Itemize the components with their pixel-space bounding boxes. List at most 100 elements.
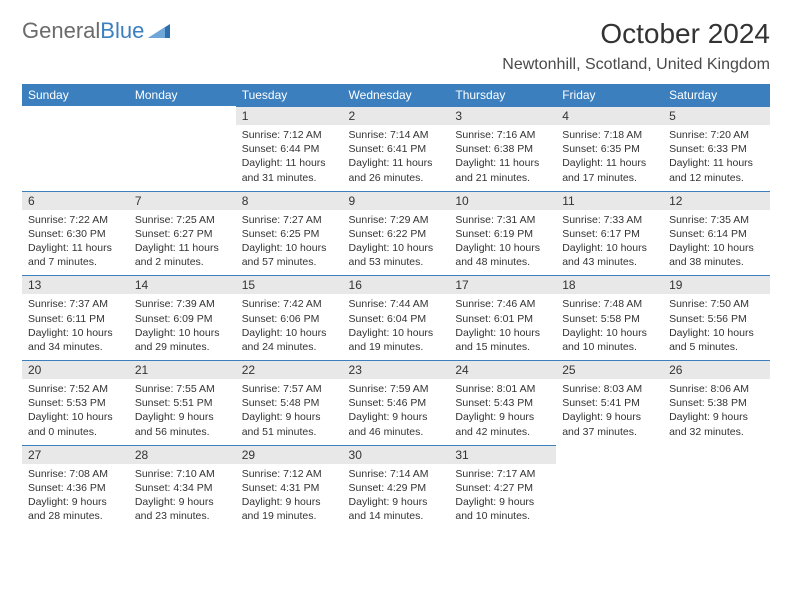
day-number: 16 [343, 275, 450, 294]
day-number: 4 [556, 106, 663, 125]
day-info: Sunrise: 7:17 AMSunset: 4:27 PMDaylight:… [449, 464, 556, 530]
day-info: Sunrise: 7:39 AMSunset: 6:09 PMDaylight:… [129, 294, 236, 360]
daylight-text: Daylight: 9 hours and 46 minutes. [349, 410, 444, 438]
day-info: Sunrise: 7:16 AMSunset: 6:38 PMDaylight:… [449, 125, 556, 191]
sunset-text: Sunset: 5:38 PM [669, 396, 764, 410]
daylight-text: Daylight: 10 hours and 48 minutes. [455, 241, 550, 269]
day-cell: 23Sunrise: 7:59 AMSunset: 5:46 PMDayligh… [343, 360, 450, 445]
daylight-text: Daylight: 11 hours and 12 minutes. [669, 156, 764, 184]
sunset-text: Sunset: 5:56 PM [669, 312, 764, 326]
day-cell: 21Sunrise: 7:55 AMSunset: 5:51 PMDayligh… [129, 360, 236, 445]
sunrise-text: Sunrise: 7:48 AM [562, 297, 657, 311]
daylight-text: Daylight: 10 hours and 29 minutes. [135, 326, 230, 354]
daylight-text: Daylight: 9 hours and 19 minutes. [242, 495, 337, 523]
day-info: Sunrise: 7:31 AMSunset: 6:19 PMDaylight:… [449, 210, 556, 276]
sunset-text: Sunset: 6:19 PM [455, 227, 550, 241]
sunrise-text: Sunrise: 7:55 AM [135, 382, 230, 396]
sunrise-text: Sunrise: 7:31 AM [455, 213, 550, 227]
sunrise-text: Sunrise: 7:44 AM [349, 297, 444, 311]
calendar-body: 1Sunrise: 7:12 AMSunset: 6:44 PMDaylight… [22, 106, 770, 529]
calendar-row: 1Sunrise: 7:12 AMSunset: 6:44 PMDaylight… [22, 106, 770, 191]
day-info: Sunrise: 7:10 AMSunset: 4:34 PMDaylight:… [129, 464, 236, 530]
day-cell: 30Sunrise: 7:14 AMSunset: 4:29 PMDayligh… [343, 445, 450, 530]
sunrise-text: Sunrise: 7:10 AM [135, 467, 230, 481]
sunrise-text: Sunrise: 7:59 AM [349, 382, 444, 396]
day-cell: 31Sunrise: 7:17 AMSunset: 4:27 PMDayligh… [449, 445, 556, 530]
day-cell: 3Sunrise: 7:16 AMSunset: 6:38 PMDaylight… [449, 106, 556, 191]
empty-cell [22, 106, 129, 191]
day-info: Sunrise: 7:50 AMSunset: 5:56 PMDaylight:… [663, 294, 770, 360]
day-cell: 17Sunrise: 7:46 AMSunset: 6:01 PMDayligh… [449, 275, 556, 360]
sunrise-text: Sunrise: 8:06 AM [669, 382, 764, 396]
sunset-text: Sunset: 4:36 PM [28, 481, 123, 495]
daylight-text: Daylight: 11 hours and 2 minutes. [135, 241, 230, 269]
day-number: 27 [22, 445, 129, 464]
daylight-text: Daylight: 10 hours and 10 minutes. [562, 326, 657, 354]
day-cell: 18Sunrise: 7:48 AMSunset: 5:58 PMDayligh… [556, 275, 663, 360]
sunset-text: Sunset: 4:29 PM [349, 481, 444, 495]
sunrise-text: Sunrise: 7:14 AM [349, 128, 444, 142]
day-info: Sunrise: 7:57 AMSunset: 5:48 PMDaylight:… [236, 379, 343, 445]
sunrise-text: Sunrise: 7:27 AM [242, 213, 337, 227]
day-cell: 14Sunrise: 7:39 AMSunset: 6:09 PMDayligh… [129, 275, 236, 360]
day-cell: 10Sunrise: 7:31 AMSunset: 6:19 PMDayligh… [449, 191, 556, 276]
daylight-text: Daylight: 11 hours and 21 minutes. [455, 156, 550, 184]
day-info: Sunrise: 7:59 AMSunset: 5:46 PMDaylight:… [343, 379, 450, 445]
day-cell: 11Sunrise: 7:33 AMSunset: 6:17 PMDayligh… [556, 191, 663, 276]
sunset-text: Sunset: 5:58 PM [562, 312, 657, 326]
day-info: Sunrise: 8:01 AMSunset: 5:43 PMDaylight:… [449, 379, 556, 445]
daylight-text: Daylight: 11 hours and 17 minutes. [562, 156, 657, 184]
day-info: Sunrise: 7:08 AMSunset: 4:36 PMDaylight:… [22, 464, 129, 530]
day-number: 11 [556, 191, 663, 210]
day-number: 30 [343, 445, 450, 464]
calendar-row: 6Sunrise: 7:22 AMSunset: 6:30 PMDaylight… [22, 191, 770, 276]
day-info: Sunrise: 8:06 AMSunset: 5:38 PMDaylight:… [663, 379, 770, 445]
day-cell: 19Sunrise: 7:50 AMSunset: 5:56 PMDayligh… [663, 275, 770, 360]
day-info: Sunrise: 8:03 AMSunset: 5:41 PMDaylight:… [556, 379, 663, 445]
sunrise-text: Sunrise: 7:42 AM [242, 297, 337, 311]
day-number: 12 [663, 191, 770, 210]
logo-word1: General [22, 18, 100, 44]
day-header-row: Sunday Monday Tuesday Wednesday Thursday… [22, 84, 770, 106]
sunset-text: Sunset: 6:41 PM [349, 142, 444, 156]
day-info: Sunrise: 7:20 AMSunset: 6:33 PMDaylight:… [663, 125, 770, 191]
daylight-text: Daylight: 9 hours and 28 minutes. [28, 495, 123, 523]
day-cell: 13Sunrise: 7:37 AMSunset: 6:11 PMDayligh… [22, 275, 129, 360]
day-number: 18 [556, 275, 663, 294]
daylight-text: Daylight: 10 hours and 24 minutes. [242, 326, 337, 354]
day-header: Tuesday [236, 84, 343, 106]
day-number: 6 [22, 191, 129, 210]
sunrise-text: Sunrise: 7:35 AM [669, 213, 764, 227]
day-cell: 25Sunrise: 8:03 AMSunset: 5:41 PMDayligh… [556, 360, 663, 445]
daylight-text: Daylight: 9 hours and 37 minutes. [562, 410, 657, 438]
day-cell: 2Sunrise: 7:14 AMSunset: 6:41 PMDaylight… [343, 106, 450, 191]
sunset-text: Sunset: 4:27 PM [455, 481, 550, 495]
sunrise-text: Sunrise: 7:52 AM [28, 382, 123, 396]
sunrise-text: Sunrise: 7:18 AM [562, 128, 657, 142]
daylight-text: Daylight: 10 hours and 19 minutes. [349, 326, 444, 354]
day-info: Sunrise: 7:18 AMSunset: 6:35 PMDaylight:… [556, 125, 663, 191]
day-info: Sunrise: 7:14 AMSunset: 4:29 PMDaylight:… [343, 464, 450, 530]
day-number: 29 [236, 445, 343, 464]
day-cell: 12Sunrise: 7:35 AMSunset: 6:14 PMDayligh… [663, 191, 770, 276]
day-info: Sunrise: 7:22 AMSunset: 6:30 PMDaylight:… [22, 210, 129, 276]
day-info: Sunrise: 7:12 AMSunset: 4:31 PMDaylight:… [236, 464, 343, 530]
sunset-text: Sunset: 6:11 PM [28, 312, 123, 326]
sunrise-text: Sunrise: 7:33 AM [562, 213, 657, 227]
day-info: Sunrise: 7:37 AMSunset: 6:11 PMDaylight:… [22, 294, 129, 360]
daylight-text: Daylight: 11 hours and 7 minutes. [28, 241, 123, 269]
header: GeneralBlue October 2024 Newtonhill, Sco… [22, 18, 770, 80]
sunrise-text: Sunrise: 7:39 AM [135, 297, 230, 311]
calendar-row: 27Sunrise: 7:08 AMSunset: 4:36 PMDayligh… [22, 445, 770, 530]
daylight-text: Daylight: 10 hours and 15 minutes. [455, 326, 550, 354]
day-cell: 28Sunrise: 7:10 AMSunset: 4:34 PMDayligh… [129, 445, 236, 530]
day-number: 24 [449, 360, 556, 379]
daylight-text: Daylight: 11 hours and 26 minutes. [349, 156, 444, 184]
day-cell: 15Sunrise: 7:42 AMSunset: 6:06 PMDayligh… [236, 275, 343, 360]
day-info: Sunrise: 7:48 AMSunset: 5:58 PMDaylight:… [556, 294, 663, 360]
day-number: 21 [129, 360, 236, 379]
daylight-text: Daylight: 9 hours and 51 minutes. [242, 410, 337, 438]
day-number: 22 [236, 360, 343, 379]
daylight-text: Daylight: 10 hours and 57 minutes. [242, 241, 337, 269]
day-header: Thursday [449, 84, 556, 106]
